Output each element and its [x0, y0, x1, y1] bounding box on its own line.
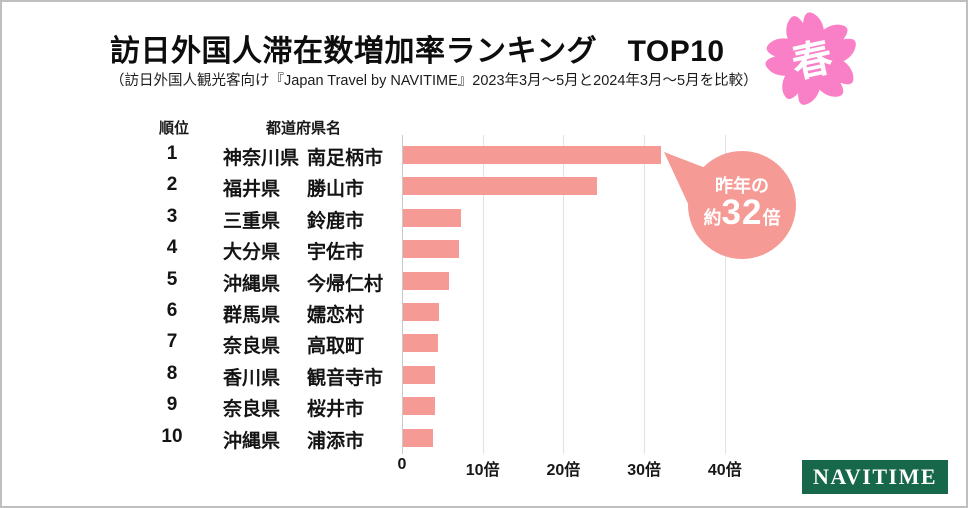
prefecture-cell: 香川県: [223, 367, 281, 389]
rank-column-header: 順位: [158, 120, 189, 137]
x-tick-label: 20倍: [546, 462, 581, 479]
x-tick-label: 30倍: [627, 462, 661, 479]
annotation-bubble: 昨年の 約 32 倍: [688, 151, 796, 259]
y-axis-line: [402, 135, 403, 454]
rank-cell: 3: [166, 205, 178, 227]
x-tick-label: 10倍: [465, 462, 500, 479]
callout-tail: [664, 152, 716, 208]
city-cell: 高取町: [307, 336, 365, 358]
city-cell: 鈴鹿市: [307, 210, 365, 232]
table-row: 6 群馬県 嬬恋村: [2, 296, 966, 327]
prefecture-cell: 大分県: [223, 242, 281, 264]
rank-cell: 2: [166, 174, 178, 196]
annotation-suffix: 倍: [762, 207, 781, 228]
page-subtitle: （訪日外国人観光客向け『Japan Travel by NAVITIME』202…: [110, 73, 758, 89]
table-row: 2 福井県 勝山市: [2, 170, 966, 201]
prefecture-cell: 神奈川県: [223, 148, 300, 169]
rank-cell: 6: [166, 300, 178, 321]
city-cell: 桜井市: [307, 399, 365, 421]
gridline: [482, 135, 484, 454]
bar: [403, 365, 436, 384]
annotation-number: 32: [721, 192, 763, 232]
city-cell: 南足柄市: [307, 148, 384, 169]
rank-cell: 5: [166, 268, 178, 290]
city-cell: 今帰仁村: [307, 273, 384, 295]
gridline: [644, 135, 646, 454]
bar: [403, 334, 438, 353]
rank-cell: 10: [161, 425, 183, 447]
bar: [403, 177, 597, 196]
table-row: 4 大分県 宇佐市: [2, 233, 966, 264]
prefecture-cell: 福井県: [223, 179, 281, 201]
prefecture-cell: 三重県: [223, 210, 281, 232]
city-cell: 浦添市: [307, 430, 365, 452]
city-cell: 嬬恋村: [307, 305, 365, 326]
prefecture-cell: 沖縄県: [223, 273, 281, 295]
bar: [403, 208, 462, 227]
table-row: 9 奈良県 桜井市: [2, 390, 966, 421]
rank-cell: 1: [166, 143, 178, 164]
gridline: [724, 135, 726, 454]
city-cell: 観音寺市: [307, 367, 384, 389]
annotation-prefix: 約: [703, 207, 722, 228]
city-cell: 勝山市: [307, 179, 365, 201]
rank-cell: 4: [166, 237, 178, 259]
rank-cell: 7: [166, 331, 178, 353]
table-row: 3 三重県 鈴鹿市: [2, 202, 966, 233]
annotation-line1: 昨年の: [715, 175, 769, 196]
x-tick-label: 0: [397, 456, 407, 473]
gridline: [563, 135, 565, 454]
sakura-flower-icon: 春: [764, 12, 861, 109]
prefecture-cell: 奈良県: [223, 399, 281, 421]
rank-cell: 9: [166, 394, 178, 416]
prefecture-column-header: 都道府県名: [266, 120, 342, 137]
table-row: 7 奈良県 高取町: [2, 327, 966, 358]
annotation-line2: 約 32 倍: [703, 192, 781, 235]
bar: [403, 303, 439, 321]
prefecture-cell: 沖縄県: [223, 430, 281, 452]
page-title: 訪日外国人滞在数増加率ランキング TOP10: [110, 35, 725, 68]
bar: [403, 397, 436, 416]
rank-cell: 8: [166, 362, 178, 384]
bar: [403, 146, 662, 164]
prefecture-cell: 奈良県: [223, 336, 281, 358]
table-row: 5 沖縄県 今帰仁村: [2, 265, 966, 296]
table-row: 10 沖縄県 浦添市: [2, 422, 966, 453]
bar: [403, 271, 449, 290]
table-row: 8 香川県 観音寺市: [2, 359, 966, 390]
season-badge-label: 春: [788, 35, 836, 86]
city-cell: 宇佐市: [307, 242, 365, 264]
prefecture-cell: 群馬県: [223, 305, 281, 326]
table-row: 1 神奈川県 南足柄市: [2, 139, 966, 170]
bar: [403, 428, 433, 447]
bar: [403, 240, 459, 259]
navitime-logo-text: NAVITIME: [812, 464, 938, 489]
x-tick-label: 40倍: [707, 462, 742, 479]
navitime-logo: NAVITIME: [802, 460, 948, 494]
